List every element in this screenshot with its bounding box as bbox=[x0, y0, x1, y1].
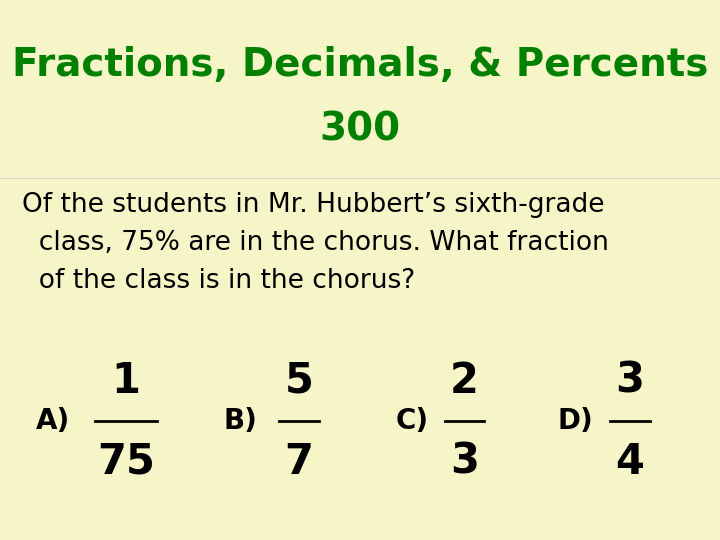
Text: 7: 7 bbox=[284, 441, 313, 483]
Text: 75: 75 bbox=[97, 441, 155, 483]
Text: 1: 1 bbox=[112, 360, 140, 402]
Text: 300: 300 bbox=[320, 111, 400, 148]
Text: 3: 3 bbox=[450, 441, 479, 483]
Text: of the class is in the chorus?: of the class is in the chorus? bbox=[22, 268, 415, 294]
Text: A): A) bbox=[36, 407, 71, 435]
Text: B): B) bbox=[223, 407, 257, 435]
Text: class, 75% are in the chorus. What fraction: class, 75% are in the chorus. What fract… bbox=[22, 230, 608, 256]
Text: 3: 3 bbox=[616, 360, 644, 402]
Text: Of the students in Mr. Hubbert’s sixth-grade: Of the students in Mr. Hubbert’s sixth-g… bbox=[22, 192, 604, 218]
Text: 5: 5 bbox=[284, 360, 313, 402]
Text: 4: 4 bbox=[616, 441, 644, 483]
Text: Fractions, Decimals, & Percents: Fractions, Decimals, & Percents bbox=[12, 46, 708, 84]
Text: C): C) bbox=[396, 407, 429, 435]
Text: D): D) bbox=[558, 407, 594, 435]
Text: 2: 2 bbox=[450, 360, 479, 402]
